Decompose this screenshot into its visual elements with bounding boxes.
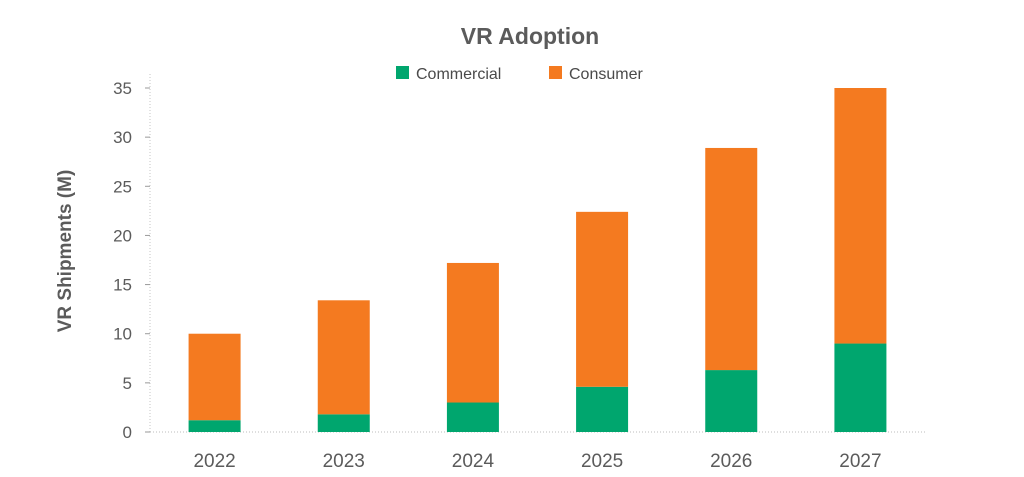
y-tick-label: 10 (113, 325, 132, 344)
y-tick-label: 30 (113, 128, 132, 147)
bar-consumer-2023 (317, 300, 370, 415)
y-tick-label: 15 (113, 276, 132, 295)
bar-consumer-2025 (576, 211, 629, 387)
x-axis: 2022 2023 2024 2025 2026 2027 (150, 431, 925, 472)
x-tick-label: 2027 (839, 451, 881, 472)
bar-commercial-2022 (188, 420, 241, 432)
legend: Commercial Consumer (396, 66, 643, 83)
bar-consumer-2022 (188, 333, 241, 421)
y-axis-label: VR Shipments (M) (55, 170, 76, 333)
y-tick-label: 0 (123, 423, 132, 442)
legend-swatch-commercial (396, 66, 409, 79)
x-tick-label: 2025 (581, 451, 623, 472)
legend-label-consumer: Consumer (569, 66, 643, 83)
y-tick-label: 5 (123, 374, 132, 393)
x-tick-label: 2026 (710, 451, 752, 472)
legend-swatch-consumer (549, 66, 562, 79)
x-tick-label: 2024 (452, 451, 495, 472)
x-tick-label: 2023 (323, 451, 365, 472)
x-tick-label: 2022 (193, 451, 235, 472)
bar-commercial-2025 (576, 386, 629, 432)
y-tick-label: 20 (113, 226, 132, 245)
chart-title: VR Adoption (461, 23, 599, 49)
bar-commercial-2023 (317, 414, 370, 432)
bar-consumer-2027 (834, 88, 887, 344)
legend-label-commercial: Commercial (416, 66, 501, 83)
bar-commercial-2027 (834, 343, 887, 432)
bar-commercial-2026 (705, 370, 758, 432)
y-tick-label: 25 (113, 177, 132, 196)
bar-consumer-2024 (446, 262, 499, 403)
bars (188, 88, 887, 432)
bar-commercial-2024 (446, 402, 499, 432)
y-axis: 0 5 10 15 20 25 30 35 (113, 74, 151, 442)
bar-consumer-2026 (705, 147, 758, 371)
y-tick-label: 35 (113, 79, 132, 98)
